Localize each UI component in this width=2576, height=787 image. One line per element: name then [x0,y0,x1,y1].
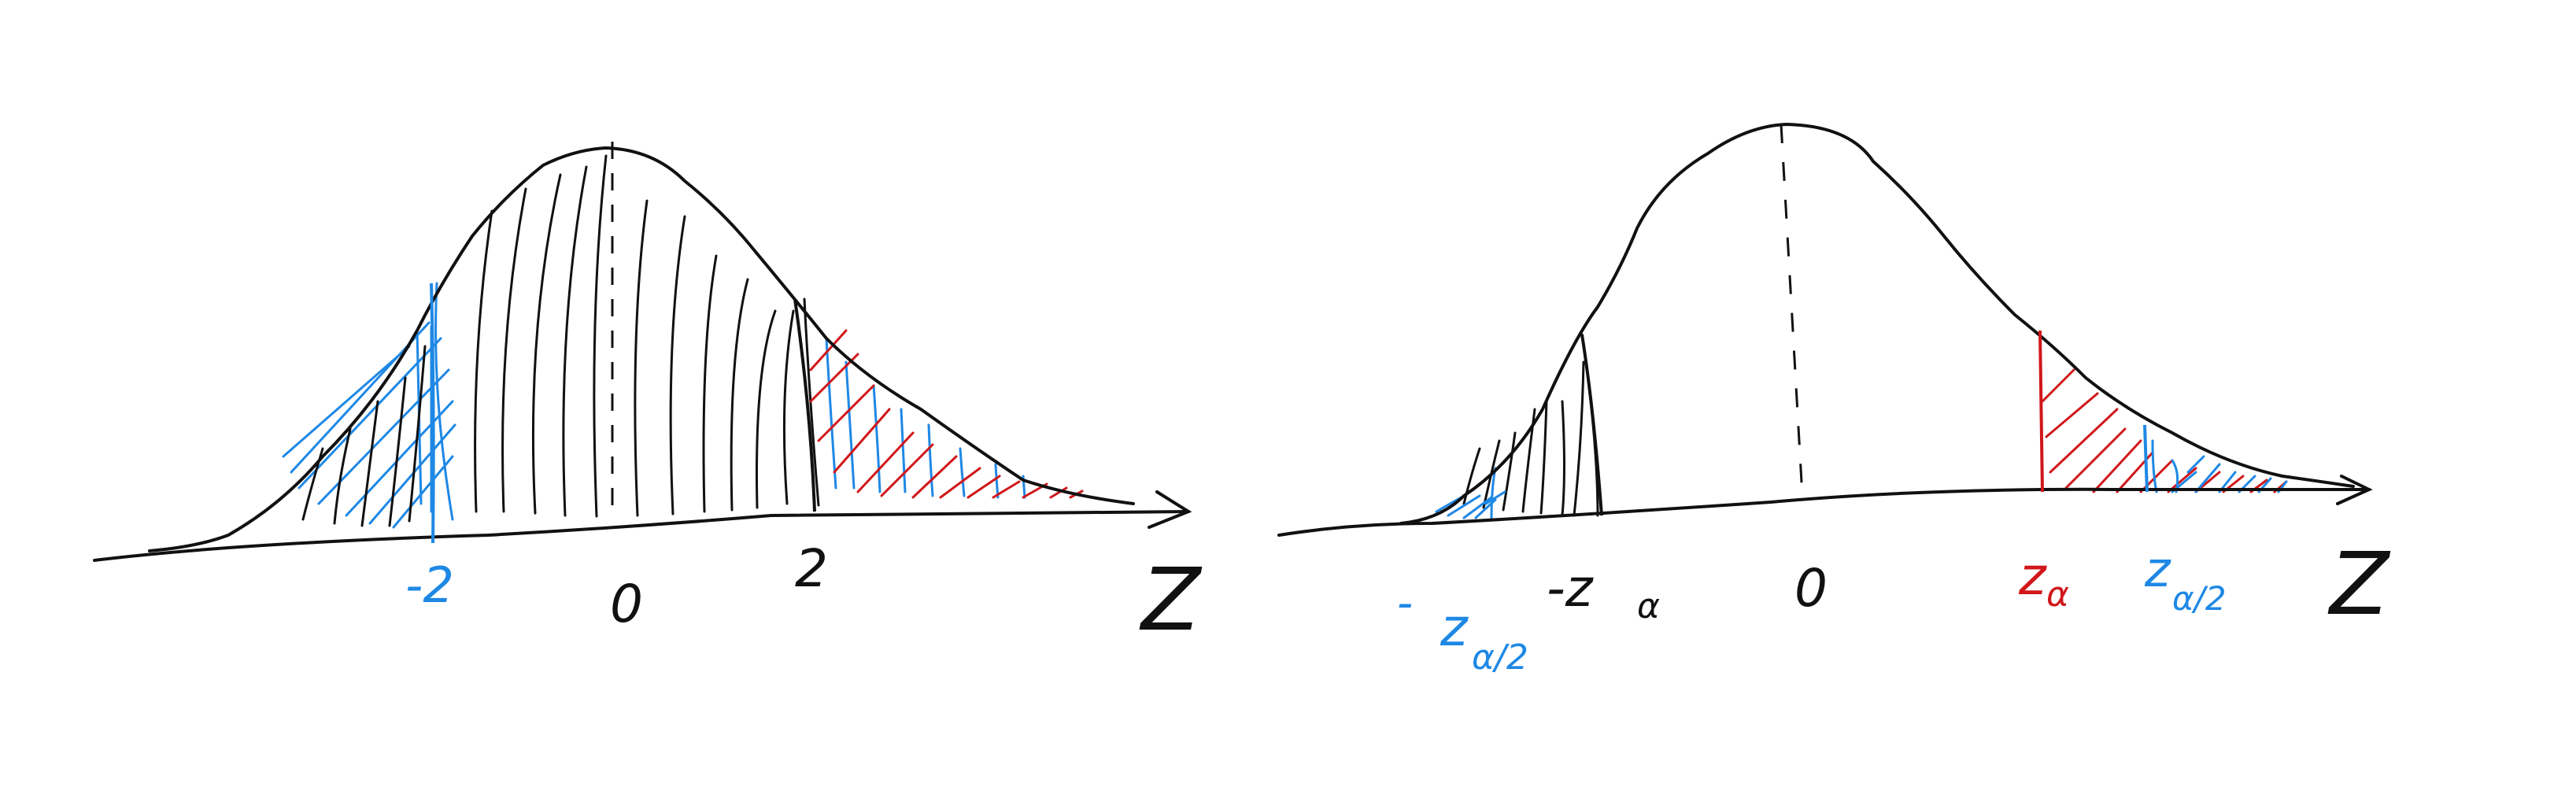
left-neg2-boundary [430,283,435,544]
left-axis-label: Z [1139,549,1203,650]
left-tail-right-red-hatch [809,329,1084,499]
left-axis-line [93,510,1190,562]
right-axis-label: Z [2327,534,2391,634]
right-center-dashed [1780,124,1804,497]
right-bell-curve [1399,122,2355,525]
right-axis-line [1277,487,2371,537]
left-panel: -2 0 2 Z [93,142,1203,650]
right-z-half-alpha-boundary [2143,424,2149,493]
right-tick-neg-z-half-alpha: - z α/2 [1397,578,1528,678]
right-tick-zero: 0 [1794,558,1828,619]
left-axis-arrow [1148,490,1192,529]
right-z-alpha-boundary [2038,330,2044,493]
right-neg-z-alpha-boundary [1580,334,1603,516]
left-pos2-boundary [793,298,816,512]
right-axis-arrow [2336,475,2373,505]
left-bell-curve [148,146,1135,552]
right-right-red-hatch [2041,368,2288,493]
right-tick-z-half-alpha: z α/2 [2144,541,2227,618]
left-tick-pos2: 2 [795,538,828,599]
left-tail-right-blue-hatch [825,337,1026,499]
right-tick-z-alpha: z α [2018,546,2069,615]
left-tick-neg2: -2 [405,556,454,614]
right-panel: - z α/2 -z α 0 z α z α/2 Z [1277,122,2391,678]
left-tick-zero: 0 [610,574,643,634]
left-central-hatch [474,154,820,518]
right-left-black-hatch [1462,333,1599,517]
right-right-blue-hatch [2151,439,2288,493]
right-tick-neg-z-alpha: -z α [1547,558,1660,626]
left-tail-black-hatch [301,345,427,527]
